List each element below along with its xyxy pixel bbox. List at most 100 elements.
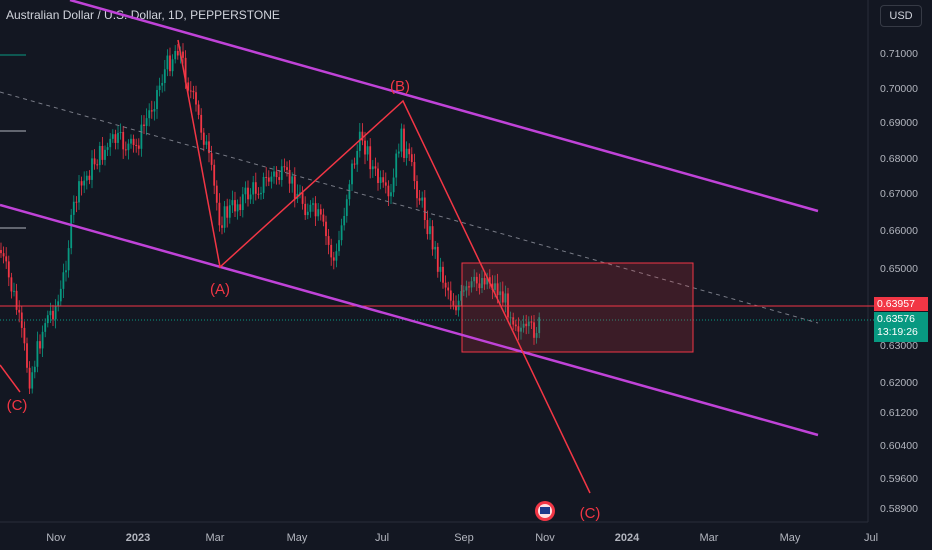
candle-body (41, 331, 44, 349)
candle-body (0, 250, 2, 254)
candle-body (83, 180, 86, 186)
channel-lower-line[interactable] (0, 203, 819, 437)
candle-body (15, 290, 18, 310)
price-tick-label: 0.58900 (880, 503, 918, 515)
candle-body (33, 366, 36, 373)
candle-body (403, 128, 405, 158)
candle-body (387, 185, 390, 197)
candle-body (132, 138, 135, 145)
candle-body (319, 209, 322, 215)
candle-body (358, 131, 361, 151)
candle-body (197, 104, 200, 115)
price-tick-label: 0.61200 (880, 407, 918, 419)
candle-body (88, 175, 91, 180)
candle-body (447, 287, 450, 291)
wave-label-b[interactable]: (B) (390, 78, 410, 95)
candle-body (143, 124, 145, 126)
wave-label-a[interactable]: (A) (210, 281, 230, 298)
candle-body (283, 166, 286, 168)
candle-body (166, 55, 169, 70)
candle-body (280, 166, 283, 180)
flag-event-icon[interactable] (535, 501, 555, 521)
price-tick-label: 0.69000 (880, 117, 918, 129)
candle-body (36, 341, 39, 367)
price-tick-label: 0.70000 (880, 83, 918, 95)
candle-body (483, 278, 486, 285)
candle-body (429, 226, 431, 235)
candle-body (239, 204, 242, 211)
candle-body (343, 215, 346, 226)
candle-body (5, 256, 8, 262)
candle-body (340, 225, 343, 241)
candle-body (395, 153, 398, 178)
candle-body (104, 149, 106, 160)
candle-body (202, 132, 205, 145)
time-tick-label: Sep (454, 532, 474, 544)
candle-body (91, 158, 93, 180)
candle-body (257, 193, 260, 195)
candle-body (470, 281, 473, 288)
candle-body (98, 145, 101, 166)
wave-label-c[interactable]: (C) (580, 505, 601, 522)
candle-body (494, 283, 496, 290)
price-range-rectangle[interactable] (461, 262, 694, 353)
candle-body (62, 272, 65, 289)
candle-body (527, 321, 530, 327)
candle-body (275, 171, 278, 178)
time-tick-label: Mar (700, 532, 719, 544)
channel-upper-line[interactable] (69, 0, 819, 213)
candle-body (335, 251, 338, 261)
time-tick-label: May (780, 532, 801, 544)
candle-body (522, 323, 525, 328)
candle-body (400, 128, 403, 152)
candle-body (254, 182, 257, 194)
candle-body (262, 176, 265, 193)
candle-body (156, 90, 158, 110)
wave-path-left[interactable] (0, 364, 21, 393)
candle-body (247, 187, 249, 200)
price-tick-label: 0.66000 (880, 225, 918, 237)
candle-body (301, 192, 304, 204)
time-axis[interactable]: Nov 2023 Mar May Jul Sep Nov 2024 Mar May Jul (46, 532, 878, 544)
candle-body (65, 270, 67, 273)
candle-body (431, 226, 434, 250)
candle-body (462, 290, 465, 292)
candle-body (153, 109, 156, 112)
candle-body (291, 176, 294, 184)
last-price-tag: 0.63576 13:19:26 (874, 312, 928, 342)
candle-body (215, 185, 218, 203)
candle-body (195, 92, 197, 105)
candle-body (374, 166, 377, 169)
candle-body (426, 220, 429, 235)
candle-body (278, 177, 281, 180)
candle-body (10, 277, 13, 292)
candle-body (228, 205, 231, 218)
wave-path[interactable] (177, 39, 591, 494)
candle-body (286, 167, 288, 170)
candle-body (509, 317, 512, 319)
price-tick-label: 0.67000 (880, 188, 918, 200)
candle-body (501, 291, 504, 303)
candle-body (192, 90, 195, 93)
candle-body (327, 236, 330, 245)
candle-body (54, 305, 57, 320)
candle-body (52, 310, 54, 320)
candle-body (119, 131, 122, 133)
candle-body (325, 221, 327, 237)
candle-body (137, 145, 140, 149)
candle-body (96, 164, 99, 166)
candle-body (231, 200, 234, 206)
candle-body (174, 50, 177, 60)
candle-body (312, 203, 314, 205)
candle-body (26, 343, 28, 368)
currency-button[interactable]: USD (880, 5, 922, 27)
price-axis[interactable]: 0.71000 0.70000 0.69000 0.68000 0.67000 0.660… (880, 48, 918, 515)
channel-midline[interactable] (0, 91, 819, 324)
candle-body (530, 321, 533, 323)
wave-label-c-left[interactable]: (C) (7, 397, 28, 414)
candle-body (364, 140, 366, 155)
candle-body (7, 261, 10, 278)
candle-body (75, 201, 78, 203)
candle-body (114, 134, 117, 143)
